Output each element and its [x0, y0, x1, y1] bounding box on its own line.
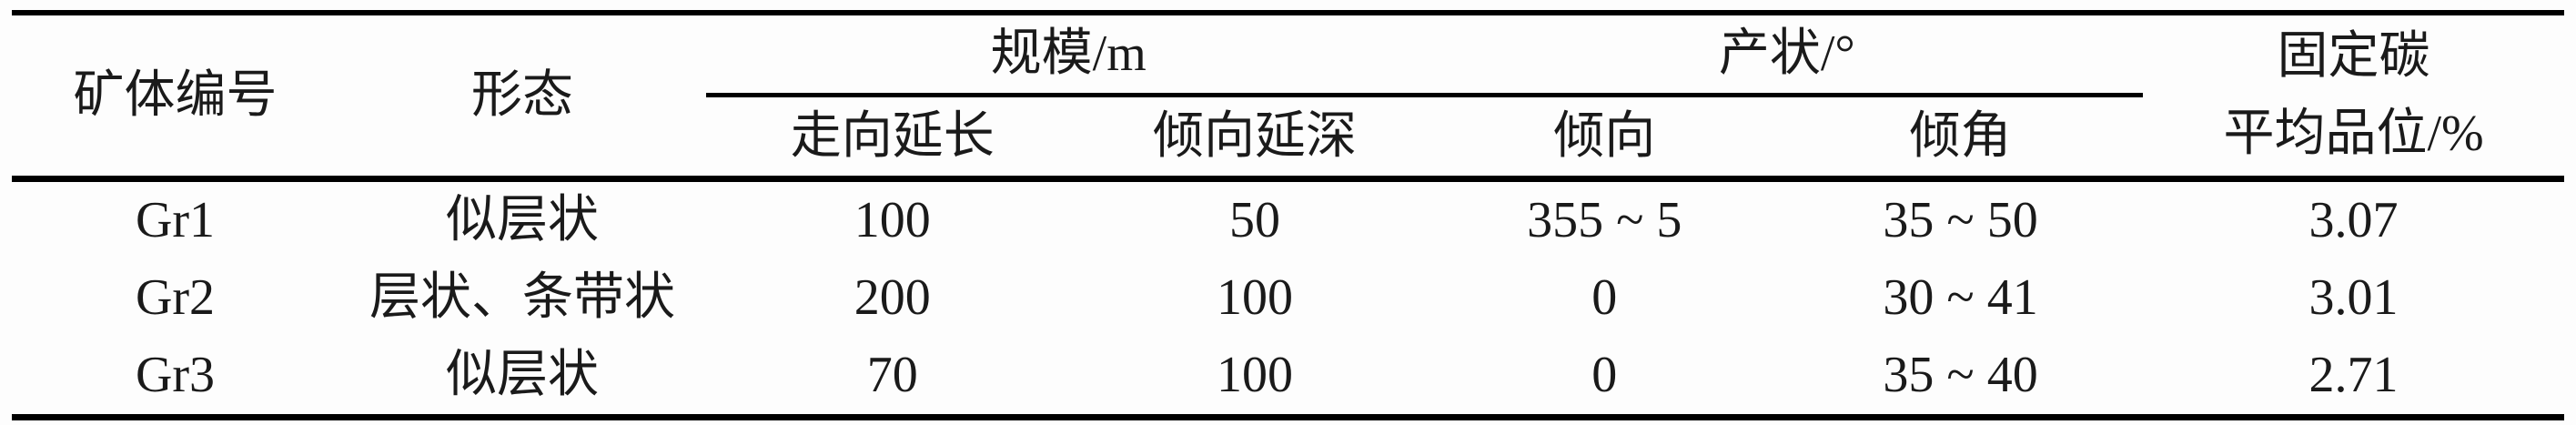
header-sub-row: 走向延长 倾向延深 倾向 倾角	[12, 95, 2564, 182]
cell-ore-body-id: Gr3	[135, 347, 216, 404]
cell-ore-body-id: Gr1	[135, 192, 216, 249]
cell-fixed-carbon-grade: 2.71	[2308, 347, 2399, 404]
cell-dip-extension: 50	[1228, 192, 1280, 249]
cell-strike-extension: 70	[866, 347, 918, 404]
cell-dip-extension: 100	[1216, 347, 1293, 404]
header-dip-angle: 倾角	[1778, 95, 2144, 182]
cell-dip-direction: 355 ~ 5	[1527, 192, 1682, 249]
cell-morphology: 层状、条带状	[369, 269, 675, 327]
table-row: Gr1 似层状 100 50 355 ~ 5 35 ~ 50 3.07	[12, 179, 2564, 260]
cell-dip-direction: 0	[1591, 347, 1618, 404]
cell-strike-extension: 100	[854, 192, 931, 249]
header-dip-extension: 倾向延深	[1078, 95, 1431, 182]
ore-body-characteristics-table: 矿体编号 形态 规模/m 产状/° 固定碳 平均品位/% 走向延长 倾向延深 倾…	[12, 10, 2564, 420]
cell-dip-direction: 0	[1591, 269, 1618, 327]
header-fixed-carbon-line2: 平均品位/%	[2223, 106, 2484, 162]
cell-dip-angle: 35 ~ 50	[1883, 192, 2038, 249]
header-fixed-carbon-grade: 固定碳 平均品位/%	[2143, 13, 2564, 182]
cell-dip-extension: 100	[1216, 269, 1293, 327]
header-dip-direction: 倾向	[1430, 95, 1778, 182]
table-row: Gr3 似层状 70 100 0 35 ~ 40 2.71	[12, 337, 2564, 418]
cell-morphology: 似层状	[445, 192, 599, 249]
header-strike-extension: 走向延长	[705, 95, 1079, 182]
header-ore-body-id: 矿体编号	[12, 13, 339, 182]
cell-dip-angle: 30 ~ 41	[1883, 269, 2038, 327]
cell-morphology: 似层状	[445, 347, 599, 404]
table-row: Gr2 层状、条带状 200 100 0 30 ~ 41 3.01	[12, 259, 2564, 337]
header-fixed-carbon-line1: 固定碳	[2277, 28, 2430, 85]
cell-ore-body-id: Gr2	[135, 269, 216, 327]
cell-fixed-carbon-grade: 3.01	[2308, 269, 2399, 327]
cell-strike-extension: 200	[854, 269, 931, 327]
header-group-attitude: 产状/°	[1430, 13, 2144, 97]
cell-fixed-carbon-grade: 3.07	[2308, 192, 2399, 249]
header-group-row: 矿体编号 形态 规模/m 产状/° 固定碳 平均品位/%	[12, 13, 2564, 182]
cell-dip-angle: 35 ~ 40	[1883, 347, 2038, 404]
header-morphology: 形态	[338, 13, 706, 182]
header-group-scale: 规模/m	[705, 13, 1431, 97]
